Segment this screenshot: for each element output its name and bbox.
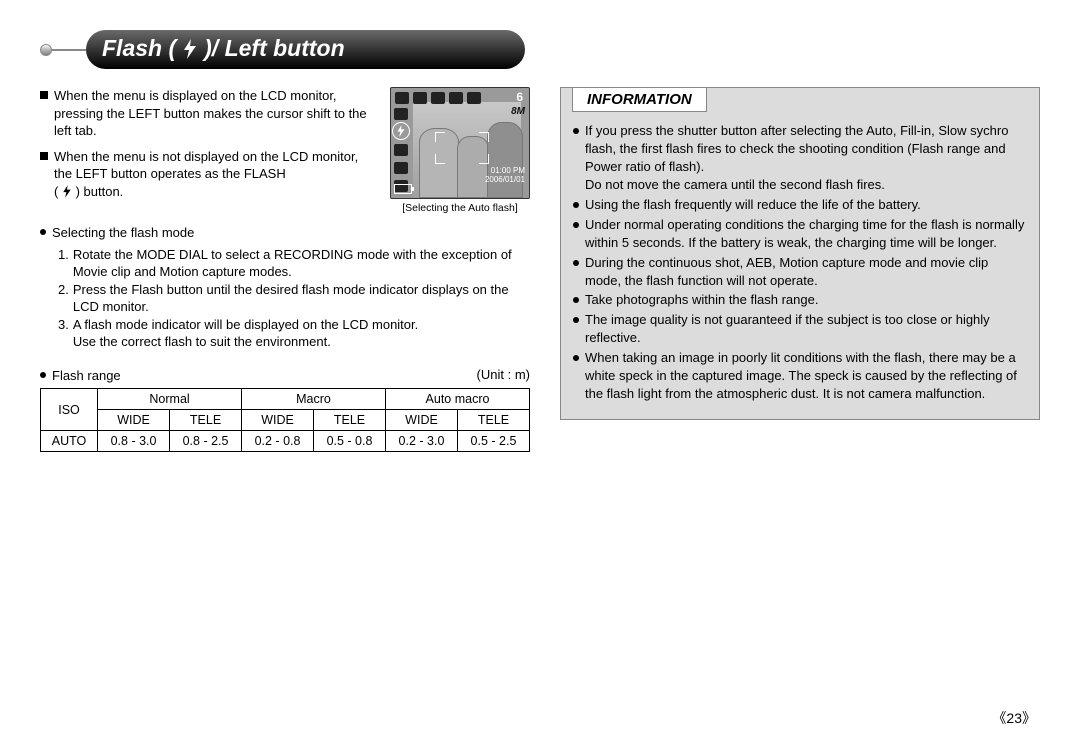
iso-header: ISO — [41, 389, 98, 431]
lcd-focus-brackets — [435, 132, 489, 164]
square-bullet-icon — [40, 152, 48, 160]
list-item-text: Using the flash frequently will reduce t… — [585, 196, 921, 214]
square-bullet-icon — [40, 91, 48, 99]
title-suffix: )/ Left button — [204, 35, 345, 62]
intro-row: When the menu is displayed on the LCD mo… — [40, 87, 530, 214]
range-header-row: Flash range (Unit : m) — [40, 367, 530, 385]
lcd-screen: 6 8M 01:00 PM 2006/01/01 — [390, 87, 530, 199]
list-item: Take photographs within the flash range. — [573, 291, 1027, 309]
step-3: 3. A flash mode indicator will be displa… — [58, 316, 530, 351]
bullet-icon — [573, 260, 579, 266]
flash-icon — [62, 184, 76, 199]
list-item: Using the flash frequently will reduce t… — [573, 196, 1027, 214]
right-column: INFORMATION If you press the shutter but… — [560, 87, 1040, 452]
content-columns: When the menu is displayed on the LCD mo… — [40, 87, 1040, 452]
step-2: 2.Press the Flash button until the desir… — [58, 281, 530, 316]
selecting-heading: Selecting the flash mode — [40, 224, 530, 242]
bullet-icon — [40, 372, 46, 378]
list-item-text: If you press the shutter button after se… — [585, 122, 1027, 194]
bullet-icon — [573, 222, 579, 228]
steps-list: 1.Rotate the MODE DIAL to select a RECOR… — [58, 246, 530, 351]
bullet-icon — [573, 202, 579, 208]
lcd-figure: 6 8M 01:00 PM 2006/01/01 — [390, 87, 530, 214]
list-item-text: Take photographs within the flash range. — [585, 291, 818, 309]
list-item-text: When taking an image in poorly lit condi… — [585, 349, 1027, 403]
table-row: ISO Normal Macro Auto macro — [41, 389, 530, 410]
bullet-icon — [573, 355, 579, 361]
bullet-icon — [573, 317, 579, 323]
lcd-resolution: 8M — [511, 106, 525, 117]
col-automacro: Auto macro — [386, 389, 530, 410]
lcd-flash-indicator — [392, 122, 410, 140]
flash-range-table: ISO Normal Macro Auto macro WIDE TELE WI… — [40, 388, 530, 452]
section-title: Flash ( )/ Left button — [86, 30, 525, 69]
col-macro: Macro — [242, 389, 386, 410]
para-2: When the menu is not displayed on the LC… — [40, 148, 378, 201]
list-item-text: Under normal operating conditions the ch… — [585, 216, 1027, 252]
step-1: 1.Rotate the MODE DIAL to select a RECOR… — [58, 246, 530, 281]
section-header: Flash ( )/ Left button — [40, 30, 1040, 69]
header-dot — [40, 44, 52, 56]
page-number: 《23》 — [992, 708, 1036, 728]
bullet-icon — [573, 297, 579, 303]
information-title: INFORMATION — [572, 87, 707, 112]
lcd-top-icons — [395, 92, 525, 106]
table-row: AUTO 0.8 - 3.0 0.8 - 2.5 0.2 - 0.8 0.5 -… — [41, 431, 530, 452]
battery-icon — [394, 184, 412, 194]
range-label: Flash range — [40, 367, 121, 385]
list-item-text: During the continuous shot, AEB, Motion … — [585, 254, 1027, 290]
intro-text: When the menu is displayed on the LCD mo… — [40, 87, 378, 214]
lcd-left-icons — [393, 108, 409, 192]
list-item: When taking an image in poorly lit condi… — [573, 349, 1027, 403]
list-item-text: The image quality is not guaranteed if t… — [585, 311, 1027, 347]
information-box: INFORMATION If you press the shutter but… — [560, 87, 1040, 420]
information-list: If you press the shutter button after se… — [573, 122, 1027, 403]
manual-page: Flash ( )/ Left button When the menu is … — [0, 0, 1080, 746]
lcd-timestamp: 01:00 PM 2006/01/01 — [485, 166, 525, 184]
col-normal: Normal — [98, 389, 242, 410]
title-prefix: Flash ( — [102, 35, 176, 62]
row-label: AUTO — [41, 431, 98, 452]
para-2-text: When the menu is not displayed on the LC… — [54, 148, 378, 201]
flash-icon — [182, 39, 198, 59]
list-item: Under normal operating conditions the ch… — [573, 216, 1027, 252]
list-item: If you press the shutter button after se… — [573, 122, 1027, 194]
list-item: During the continuous shot, AEB, Motion … — [573, 254, 1027, 290]
lcd-counter: 6 — [516, 90, 523, 104]
left-column: When the menu is displayed on the LCD mo… — [40, 87, 530, 452]
bullet-icon — [40, 229, 46, 235]
list-item: The image quality is not guaranteed if t… — [573, 311, 1027, 347]
lcd-caption: [Selecting the Auto flash] — [390, 202, 530, 214]
para-1-text: When the menu is displayed on the LCD mo… — [54, 87, 378, 140]
bullet-icon — [573, 128, 579, 134]
selecting-heading-text: Selecting the flash mode — [52, 224, 194, 242]
table-row: WIDE TELE WIDE TELE WIDE TELE — [41, 410, 530, 431]
header-connector — [50, 49, 86, 51]
unit-label: (Unit : m) — [477, 367, 530, 385]
para-1: When the menu is displayed on the LCD mo… — [40, 87, 378, 140]
